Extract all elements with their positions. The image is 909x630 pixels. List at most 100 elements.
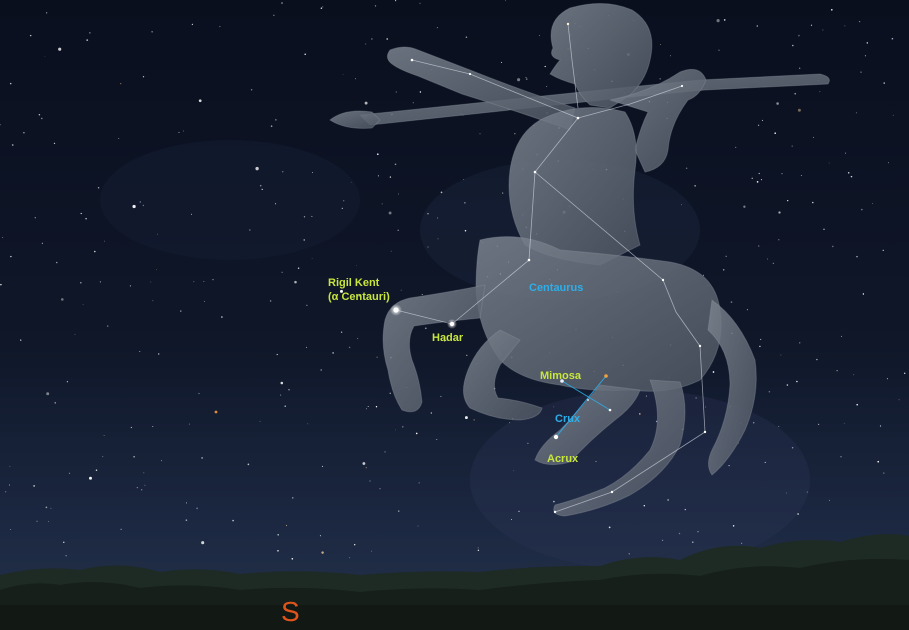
- background-star: [477, 549, 480, 552]
- background-star: [903, 372, 906, 375]
- background-star: [725, 255, 727, 257]
- background-star: [133, 456, 135, 458]
- background-star: [758, 172, 760, 175]
- background-star: [29, 34, 32, 37]
- background-star: [844, 25, 846, 27]
- background-star: [311, 215, 313, 217]
- background-star: [10, 528, 12, 530]
- background-star: [844, 152, 847, 154]
- background-star: [661, 539, 664, 541]
- background-star: [303, 239, 305, 241]
- background-star: [281, 271, 283, 273]
- background-star: [120, 528, 122, 530]
- centaur-hind-leg-back: [553, 379, 686, 517]
- background-star: [33, 485, 35, 487]
- background-star: [157, 233, 159, 235]
- background-star: [136, 486, 139, 489]
- background-star: [462, 115, 464, 116]
- background-star: [186, 502, 187, 504]
- background-star: [374, 5, 377, 7]
- background-star: [886, 378, 888, 380]
- background-star: [320, 7, 323, 9]
- background-star: [501, 61, 502, 63]
- background-star: [377, 175, 379, 177]
- background-star: [341, 207, 343, 210]
- background-star: [46, 392, 50, 396]
- background-star: [398, 193, 400, 195]
- background-star: [10, 255, 12, 258]
- star-hadar[interactable]: [449, 321, 455, 327]
- background-star: [259, 420, 261, 422]
- background-star: [464, 201, 466, 204]
- background-star: [94, 250, 96, 253]
- background-star: [670, 55, 671, 57]
- background-star: [882, 249, 884, 251]
- background-star: [340, 331, 343, 333]
- star-centaurus-arm: [468, 72, 472, 76]
- background-star: [281, 2, 283, 4]
- background-star: [527, 442, 529, 445]
- background-star: [695, 397, 697, 399]
- background-star: [198, 99, 202, 103]
- background-star: [758, 245, 760, 247]
- background-star: [787, 199, 789, 202]
- background-star: [0, 283, 2, 286]
- background-star: [417, 525, 419, 527]
- background-star: [436, 27, 438, 29]
- background-star: [288, 388, 290, 391]
- background-star: [553, 500, 555, 503]
- background-star: [797, 108, 801, 112]
- centaur-hind-leg-front: [534, 384, 641, 466]
- background-star: [412, 102, 414, 104]
- background-star: [860, 208, 863, 211]
- background-star: [141, 489, 143, 491]
- star-mimosa[interactable]: [560, 379, 564, 383]
- background-star: [190, 213, 193, 215]
- background-star: [365, 467, 367, 469]
- background-star: [275, 119, 277, 121]
- background-star: [79, 281, 82, 284]
- background-star: [343, 200, 345, 202]
- background-star: [883, 472, 885, 474]
- background-star: [659, 78, 661, 80]
- background-star: [311, 258, 313, 259]
- background-star: [142, 76, 145, 78]
- background-star: [505, 0, 506, 1]
- background-star: [250, 89, 253, 91]
- background-star: [185, 519, 188, 521]
- star-centaurus-back: [661, 278, 665, 282]
- compass-south[interactable]: S: [281, 596, 300, 627]
- background-star: [193, 281, 195, 283]
- background-star: [892, 114, 894, 116]
- background-star: [799, 67, 801, 69]
- background-star: [546, 85, 548, 87]
- background-star: [333, 284, 336, 287]
- background-star: [354, 544, 356, 546]
- background-star: [400, 289, 402, 291]
- background-star: [9, 465, 11, 467]
- star-rigil-kent[interactable]: [393, 307, 399, 313]
- background-star: [99, 281, 101, 283]
- star-acrux[interactable]: [553, 434, 559, 440]
- background-star: [436, 438, 438, 440]
- star-gacrux[interactable]: [604, 374, 608, 378]
- background-star: [63, 541, 65, 543]
- background-star: [463, 178, 465, 180]
- background-star: [760, 338, 762, 340]
- background-star: [791, 145, 793, 147]
- background-star: [800, 174, 802, 176]
- background-star: [864, 55, 866, 57]
- background-star: [36, 520, 38, 522]
- background-star: [388, 211, 392, 215]
- background-star: [877, 460, 880, 463]
- background-star: [118, 138, 120, 139]
- background-star: [756, 25, 759, 27]
- background-star: [11, 144, 14, 146]
- centaur-figure: [329, 2, 830, 517]
- background-star: [697, 531, 699, 533]
- background-star: [152, 300, 154, 302]
- label-centaurus: Centaurus: [529, 282, 584, 294]
- background-star: [847, 172, 850, 174]
- background-star: [376, 153, 379, 156]
- background-star: [365, 43, 367, 45]
